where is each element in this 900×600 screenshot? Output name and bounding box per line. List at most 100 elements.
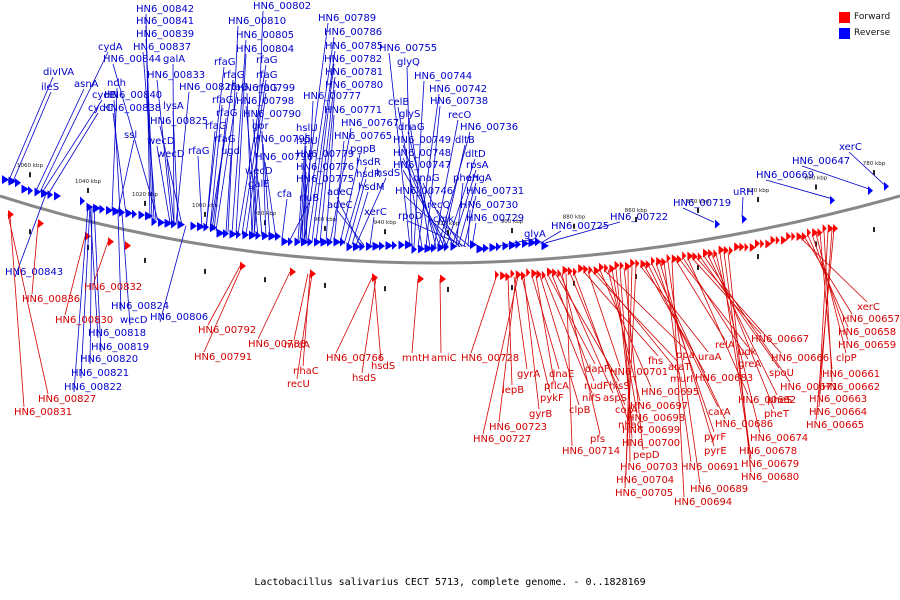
reverse-gene-label-leader bbox=[253, 10, 264, 236]
reverse-gene bbox=[470, 240, 477, 250]
reverse-gene bbox=[151, 217, 157, 227]
forward-gene-label-leader bbox=[799, 236, 868, 303]
forward-gene bbox=[418, 274, 424, 284]
forward-gene bbox=[536, 269, 542, 279]
reverse-gene-label: HN6_00776 bbox=[296, 162, 354, 173]
reverse-gene-label: glyS bbox=[399, 109, 420, 120]
forward-gene-label-leader bbox=[811, 234, 849, 341]
forward-gene-label: HN6_00686 bbox=[715, 419, 773, 430]
reverse-gene bbox=[489, 243, 497, 253]
tick-mark bbox=[324, 282, 326, 288]
reverse-gene-label: xerC bbox=[364, 207, 387, 218]
forward-gene bbox=[108, 237, 114, 247]
reverse-gene-label: celB bbox=[388, 97, 409, 108]
reverse-gene-label: recQ bbox=[427, 200, 451, 211]
reverse-gene-label: dltD bbox=[465, 149, 486, 160]
forward-gene-label-leader bbox=[727, 251, 752, 473]
reverse-gene-label-leader bbox=[303, 171, 307, 242]
reverse-gene-label: xerC bbox=[839, 142, 862, 153]
reverse-gene-label-leader bbox=[235, 53, 247, 234]
tick-mark bbox=[873, 227, 875, 233]
reverse-gene-label: HN6_00782 bbox=[324, 54, 382, 65]
reverse-gene-label: asnA bbox=[74, 79, 99, 90]
reverse-gene-label: cydA bbox=[98, 42, 123, 53]
reverse-gene-label: galA bbox=[163, 54, 185, 65]
forward-gene-label: HN6_00659 bbox=[838, 340, 896, 351]
forward-gene-label: HN6_00682 bbox=[738, 395, 796, 406]
forward-gene-label-leader bbox=[719, 253, 750, 447]
legend-forward: Forward bbox=[839, 9, 897, 25]
reverse-gene-label-leader bbox=[336, 196, 361, 246]
forward-gene-label: HN6_00666 bbox=[771, 353, 829, 364]
reverse-gene-label: HN6_00731 bbox=[466, 186, 524, 197]
reverse-gene bbox=[515, 239, 521, 249]
forward-gene-label-leader bbox=[595, 270, 681, 375]
forward-gene bbox=[290, 267, 296, 277]
tick-label: 880 kbp bbox=[563, 215, 586, 221]
forward-swatch bbox=[839, 11, 850, 23]
reverse-gene-label: HN6_00805 bbox=[236, 30, 294, 41]
forward-gene-label: HN6_00695 bbox=[641, 387, 699, 398]
reverse-gene-label: HN6_00799 bbox=[237, 83, 295, 94]
reverse-gene-label: HN6_00736 bbox=[460, 122, 518, 133]
forward-gene-label: HN6_00667 bbox=[751, 334, 809, 345]
reverse-gene-label: glyA bbox=[524, 229, 546, 240]
reverse-gene-label: HN6_00804 bbox=[236, 44, 294, 55]
reverse-gene-label: rfaG bbox=[227, 82, 249, 93]
reverse-gene-label-leader bbox=[281, 198, 288, 240]
tick-mark bbox=[264, 277, 266, 283]
forward-gene-label: HN6_00714 bbox=[562, 446, 620, 457]
forward-gene-label-leader bbox=[9, 215, 25, 408]
reverse-gene bbox=[509, 240, 517, 250]
forward-gene-label-leader bbox=[711, 254, 775, 410]
forward-gene-label-leader bbox=[623, 267, 644, 451]
forward-gene-label: mntH bbox=[402, 353, 430, 364]
forward-gene bbox=[671, 254, 678, 264]
forward-gene-label: aspS bbox=[603, 393, 627, 404]
forward-gene-label-leader bbox=[482, 276, 519, 435]
reverse-gene bbox=[236, 229, 241, 239]
tick-mark bbox=[697, 264, 699, 270]
forward-gene-label: HN6_00766 bbox=[326, 353, 384, 364]
forward-gene-label: HN6_00727 bbox=[473, 434, 531, 445]
forward-gene bbox=[734, 242, 741, 252]
reverse-gene-label-leader bbox=[73, 204, 89, 393]
reverse-gene-label: HN6_00780 bbox=[325, 80, 383, 91]
reverse-gene bbox=[132, 209, 137, 219]
reverse-gene bbox=[398, 240, 405, 250]
reverse-gene-label: hslU bbox=[296, 123, 318, 134]
forward-gene-label-leader bbox=[551, 274, 595, 382]
forward-gene bbox=[656, 257, 663, 267]
reverse-gene-label: pgpB bbox=[350, 144, 376, 155]
reverse-gene-label-leader bbox=[112, 63, 159, 221]
forward-gene-label: nudF bbox=[584, 381, 609, 392]
forward-gene bbox=[817, 228, 823, 238]
reverse-gene-label-leader bbox=[156, 79, 173, 224]
reverse-gene-label: rfaG bbox=[256, 83, 278, 94]
forward-gene bbox=[521, 271, 526, 281]
forward-gene-label: HN6_00697 bbox=[630, 401, 688, 412]
reverse-gene-label-leader bbox=[7, 76, 54, 183]
reverse-gene-label-leader bbox=[307, 50, 336, 242]
forward-gene-label: pyrE bbox=[704, 446, 727, 457]
reverse-gene-label: ssl bbox=[124, 130, 137, 141]
forward-gene-label: HN6_00662 bbox=[822, 382, 880, 393]
forward-gene-label-leader bbox=[639, 265, 709, 353]
reverse-gene bbox=[47, 190, 53, 200]
forward-gene-label: fhs bbox=[648, 356, 663, 367]
reverse-gene-label: rfaG bbox=[223, 70, 245, 81]
reverse-gene bbox=[164, 218, 173, 228]
reverse-gene-label: HN6_00738 bbox=[430, 96, 488, 107]
tick-mark bbox=[573, 223, 575, 229]
reverse-gene bbox=[106, 205, 113, 215]
forward-gene bbox=[505, 272, 511, 282]
reverse-gene-label: HN6_00747 bbox=[393, 160, 451, 171]
forward-gene-label-leader bbox=[624, 265, 637, 489]
reverse-gene-label-leader bbox=[261, 130, 267, 238]
reverse-gene-label-leader bbox=[35, 88, 85, 192]
forward-gene bbox=[515, 270, 522, 280]
reverse-gene-label-leader bbox=[315, 76, 336, 243]
forward-gene-label: HN6_00663 bbox=[809, 394, 867, 405]
forward-gene bbox=[599, 262, 604, 272]
reverse-gene-label-leader bbox=[245, 92, 267, 235]
